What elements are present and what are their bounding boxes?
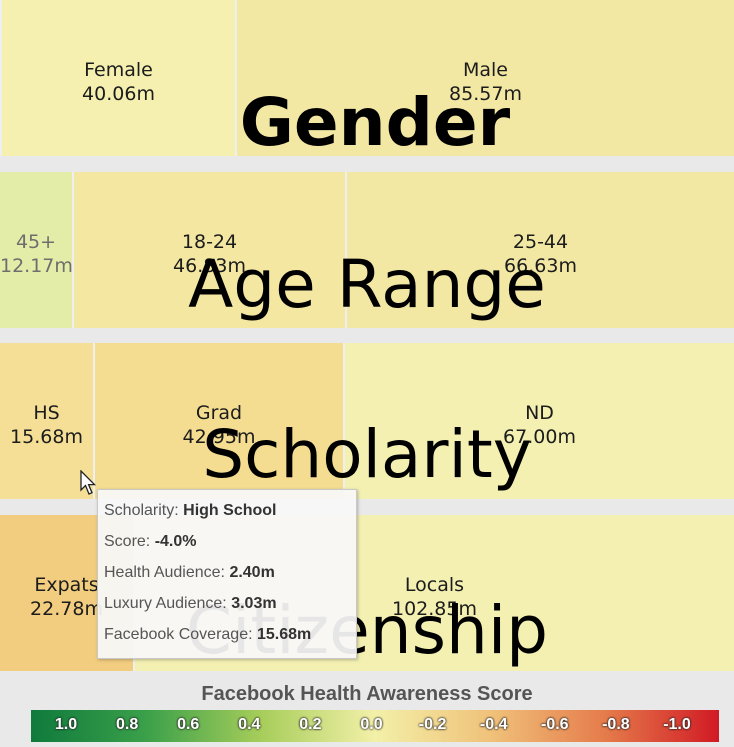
legend-title: Facebook Health Awareness Score xyxy=(201,683,533,705)
treemap-cell[interactable]: HS 15.68m xyxy=(0,343,93,499)
cell-category-label: Male xyxy=(462,59,508,81)
legend-tick-label: 0.6 xyxy=(177,716,200,733)
legend-tick-label: 1.0 xyxy=(54,716,78,733)
legend-tick-label: -0.4 xyxy=(479,716,508,733)
tooltip-line: Scholarity: High School xyxy=(104,502,277,519)
cell-category-label: 25-44 xyxy=(512,231,569,253)
cell-value-label: 40.06m xyxy=(82,83,155,105)
cell-category-label: ND xyxy=(525,402,554,424)
cell-value-label: 12.17m xyxy=(0,255,73,277)
cell-category-label: HS xyxy=(33,402,60,424)
cell-category-label: 18-24 xyxy=(181,231,238,253)
treemap-cell[interactable]: 45+ 12.17m xyxy=(0,172,73,328)
treemap-cell[interactable]: Grad 42.95m xyxy=(93,343,343,499)
legend-tick-label: 0.0 xyxy=(360,716,383,733)
legend-tick-label: -0.2 xyxy=(418,716,447,733)
cell-value-label: 67.00m xyxy=(503,426,576,448)
legend-tick-label: -1.0 xyxy=(663,716,691,733)
cell-value-label: 66.63m xyxy=(504,255,577,277)
cell-value-label: 42.95m xyxy=(182,426,256,448)
treemap-cell[interactable]: ND 67.00m xyxy=(343,343,734,499)
cell-value-label: 22.78m xyxy=(30,598,103,620)
cell-category-label: Expats xyxy=(34,574,99,596)
cell-category-label: 45+ xyxy=(15,231,57,253)
tooltip: Scholarity: High School Score: -4.0% Hea… xyxy=(97,489,357,659)
cell-value-label: 85.57m xyxy=(449,83,522,105)
tooltip-line: Score: -4.0% xyxy=(104,533,197,550)
tooltip-line: Health Audience: 2.40m xyxy=(104,564,275,581)
treemap-cell[interactable]: Male 85.57m xyxy=(235,0,734,156)
legend-tick-label: 0.4 xyxy=(238,716,261,733)
cell-category-label: Grad xyxy=(195,402,243,424)
legend-tick-label: 0.8 xyxy=(115,716,139,733)
cell-category-label: Female xyxy=(84,59,153,81)
legend-tick-label: -0.6 xyxy=(541,716,569,733)
treemap-cell[interactable]: 25-44 66.63m xyxy=(345,172,734,328)
cell-category-label: Locals xyxy=(404,574,465,596)
cell-value-label: 46.83m xyxy=(173,255,246,277)
treemap-cell[interactable]: Female 40.06m xyxy=(0,0,235,156)
tooltip-line: Facebook Coverage: 15.68m xyxy=(104,626,312,643)
cell-value-label: 102.85m xyxy=(392,598,477,620)
legend-color-scale xyxy=(31,710,719,742)
legend-tick-label: -0.8 xyxy=(602,716,630,733)
legend-tick-label: 0.2 xyxy=(299,716,322,733)
treemap-cell[interactable]: 18-24 46.83m xyxy=(72,172,345,328)
cell-value-label: 15.68m xyxy=(10,426,83,448)
mouse-cursor-icon xyxy=(80,470,97,495)
tooltip-line: Luxury Audience: 3.03m xyxy=(104,595,277,612)
